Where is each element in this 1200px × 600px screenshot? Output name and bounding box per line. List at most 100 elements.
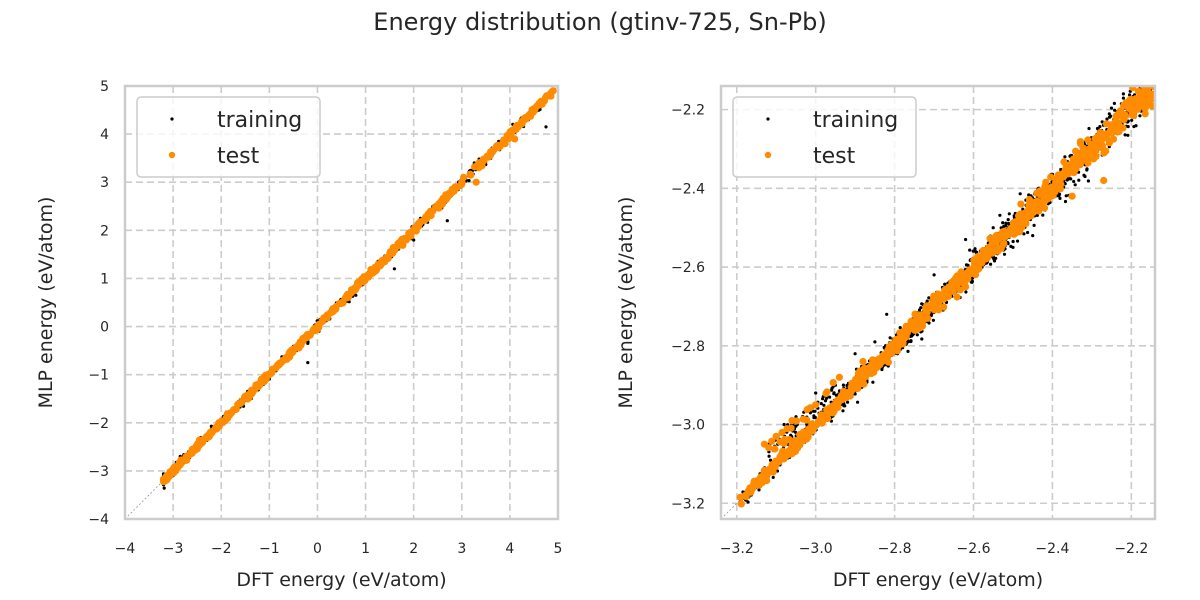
y-tick-label: −2.4: [671, 181, 705, 197]
training-point: [830, 388, 834, 392]
test-point: [441, 194, 450, 202]
test-point: [785, 435, 793, 444]
training-point: [1126, 133, 1130, 137]
training-point: [1018, 192, 1022, 196]
training-point: [306, 361, 310, 365]
y-tick-label: 1: [100, 271, 109, 287]
test-point: [803, 416, 811, 424]
test-point: [1111, 122, 1119, 130]
training-point: [1002, 252, 1007, 256]
training-point: [1031, 234, 1035, 238]
test-point: [487, 149, 495, 157]
training-point: [1154, 76, 1157, 79]
training-point: [445, 219, 449, 223]
training-point: [841, 383, 846, 387]
test-point: [511, 135, 519, 143]
x-tick-label: 0: [313, 541, 322, 557]
y-tick-label: 2: [100, 223, 109, 239]
training-point: [1121, 96, 1125, 100]
test-point: [748, 485, 757, 493]
training-point: [1063, 155, 1067, 159]
test-point: [966, 270, 974, 278]
training-point: [814, 391, 818, 395]
test-point: [884, 358, 893, 366]
test-point: [467, 171, 475, 179]
training-point: [1085, 167, 1089, 171]
training-point: [771, 475, 775, 479]
test-point: [285, 351, 293, 359]
training-point: [920, 337, 924, 341]
test-point: [1120, 112, 1128, 120]
test-point: [892, 336, 900, 344]
training-point: [1128, 93, 1132, 97]
test-point: [917, 311, 925, 320]
training-point: [1105, 117, 1109, 121]
test-point: [736, 493, 745, 501]
test-point: [903, 324, 911, 332]
legend-label-training: training: [813, 108, 898, 133]
training-point: [1143, 81, 1146, 84]
test-point: [477, 161, 485, 169]
test-point: [1037, 187, 1045, 196]
training-point: [162, 486, 166, 490]
training-point: [898, 326, 902, 330]
training-point: [971, 249, 975, 253]
test-point: [765, 468, 773, 476]
axes-frame: [719, 84, 1157, 521]
test-point: [438, 200, 447, 208]
test-point: [1100, 176, 1108, 185]
x-tick-label: −1: [259, 541, 280, 557]
test-point: [215, 422, 223, 431]
training-point: [1146, 76, 1149, 79]
test-point: [788, 441, 797, 449]
training-point: [966, 263, 970, 267]
training-point: [1011, 239, 1015, 244]
test-point: [950, 285, 958, 293]
test-point: [162, 476, 170, 485]
legend-box: [136, 96, 321, 178]
test-point: [999, 228, 1007, 236]
figure-title: Energy distribution (gtinv-725, Sn-Pb): [373, 8, 827, 36]
legend: training test: [732, 96, 917, 178]
data-points: [159, 87, 557, 490]
test-point: [783, 425, 791, 433]
test-point: [1108, 129, 1116, 137]
training-point: [1138, 114, 1142, 118]
training-point: [970, 279, 975, 283]
training-point: [880, 367, 884, 372]
training-point: [943, 282, 947, 286]
test-point: [251, 385, 259, 393]
training-point: [1146, 72, 1149, 75]
training-point: [746, 500, 750, 504]
test-point: [995, 234, 1003, 243]
test-point: [822, 389, 830, 398]
test-point: [275, 361, 283, 369]
training-point: [1123, 133, 1127, 137]
test-point: [501, 140, 509, 148]
training-point: [846, 400, 850, 404]
test-point: [265, 371, 273, 379]
x-tick-label: −2.4: [1035, 541, 1069, 557]
training-point: [1144, 82, 1147, 85]
training-point: [467, 179, 471, 183]
test-point: [911, 310, 919, 318]
training-point: [925, 299, 929, 303]
test-point: [829, 406, 837, 414]
training-point: [1004, 221, 1008, 225]
y-tick-label: 3: [100, 175, 109, 191]
test-point: [780, 439, 788, 447]
test-point: [835, 373, 844, 381]
test-point: [760, 474, 768, 482]
series-test: [159, 87, 557, 486]
y-tick-label: −3.0: [671, 418, 705, 434]
training-point: [1027, 193, 1031, 197]
test-point: [935, 291, 944, 299]
training-point: [885, 312, 889, 316]
test-point: [309, 327, 317, 335]
test-point: [771, 445, 779, 453]
training-point: [1126, 125, 1130, 129]
training-point: [1154, 82, 1157, 85]
test-point: [414, 223, 422, 231]
axes-frame: [123, 84, 560, 521]
test-point: [326, 309, 334, 317]
